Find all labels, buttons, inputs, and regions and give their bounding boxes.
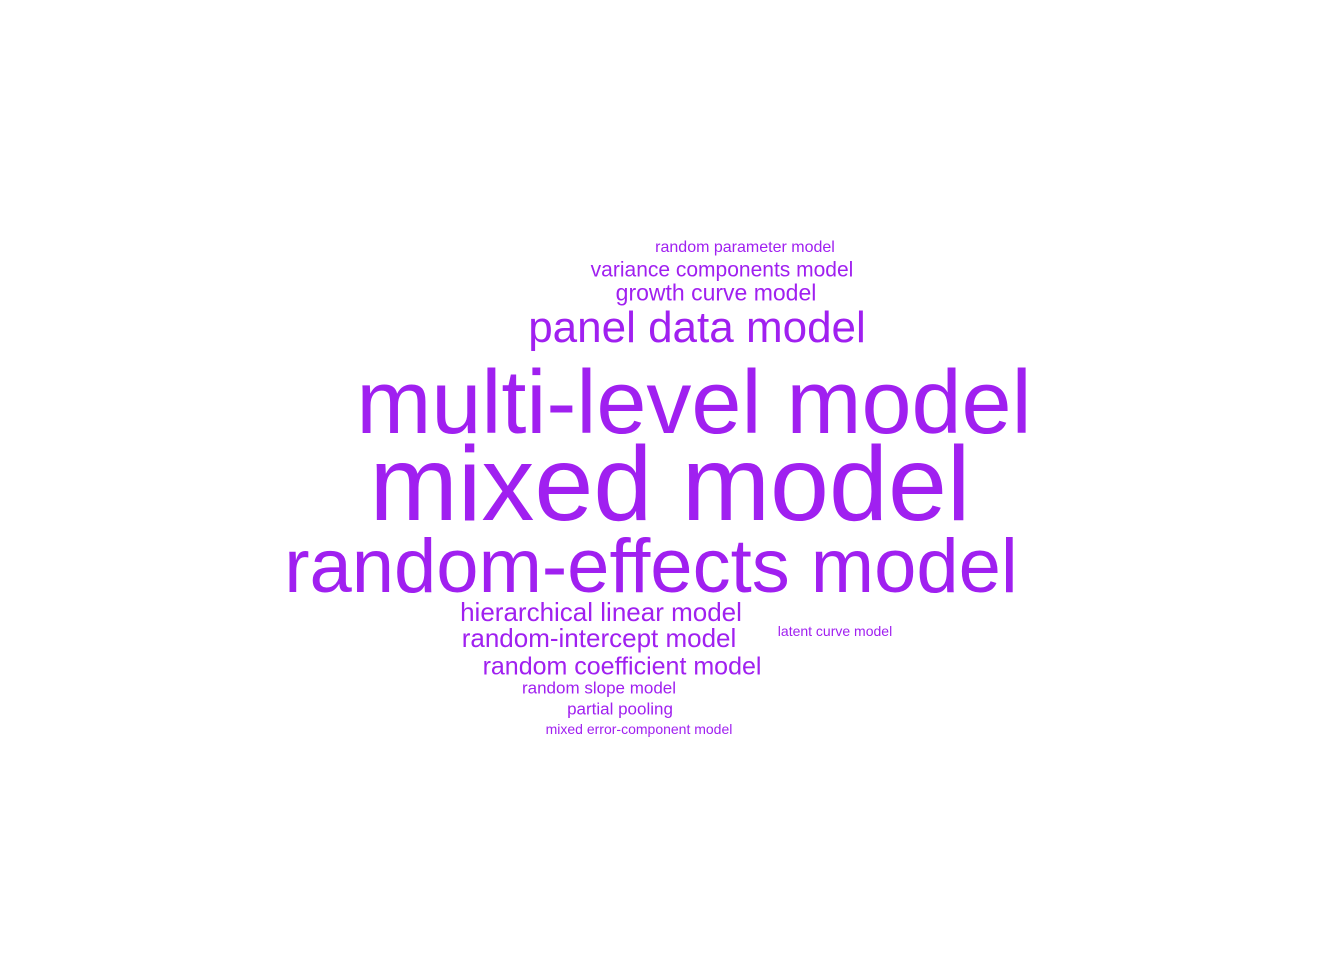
word-mixed-model: mixed model [369, 425, 971, 543]
word-random-coefficient-model: random coefficient model [482, 652, 762, 681]
word-multi-level-model: multi-level model [356, 353, 1032, 453]
word-mixed-error-component-model: mixed error-component model [545, 721, 733, 737]
word-random-intercept-model: random-intercept model [461, 623, 737, 653]
word-hierarchical-linear-model: hierarchical linear model [460, 597, 742, 627]
word-panel-data-model: panel data model [528, 303, 866, 352]
word-partial-pooling: partial pooling [567, 699, 673, 719]
word-random-slope-model: random slope model [521, 678, 677, 698]
word-variance-components-model: variance components model [590, 258, 854, 282]
word-latent-curve-model: latent curve model [777, 623, 893, 639]
word-growth-curve-model: growth curve model [615, 279, 817, 306]
word-random-effects-model: random-effects model [284, 524, 1018, 609]
word-random-parameter-model: random parameter model [655, 239, 835, 256]
